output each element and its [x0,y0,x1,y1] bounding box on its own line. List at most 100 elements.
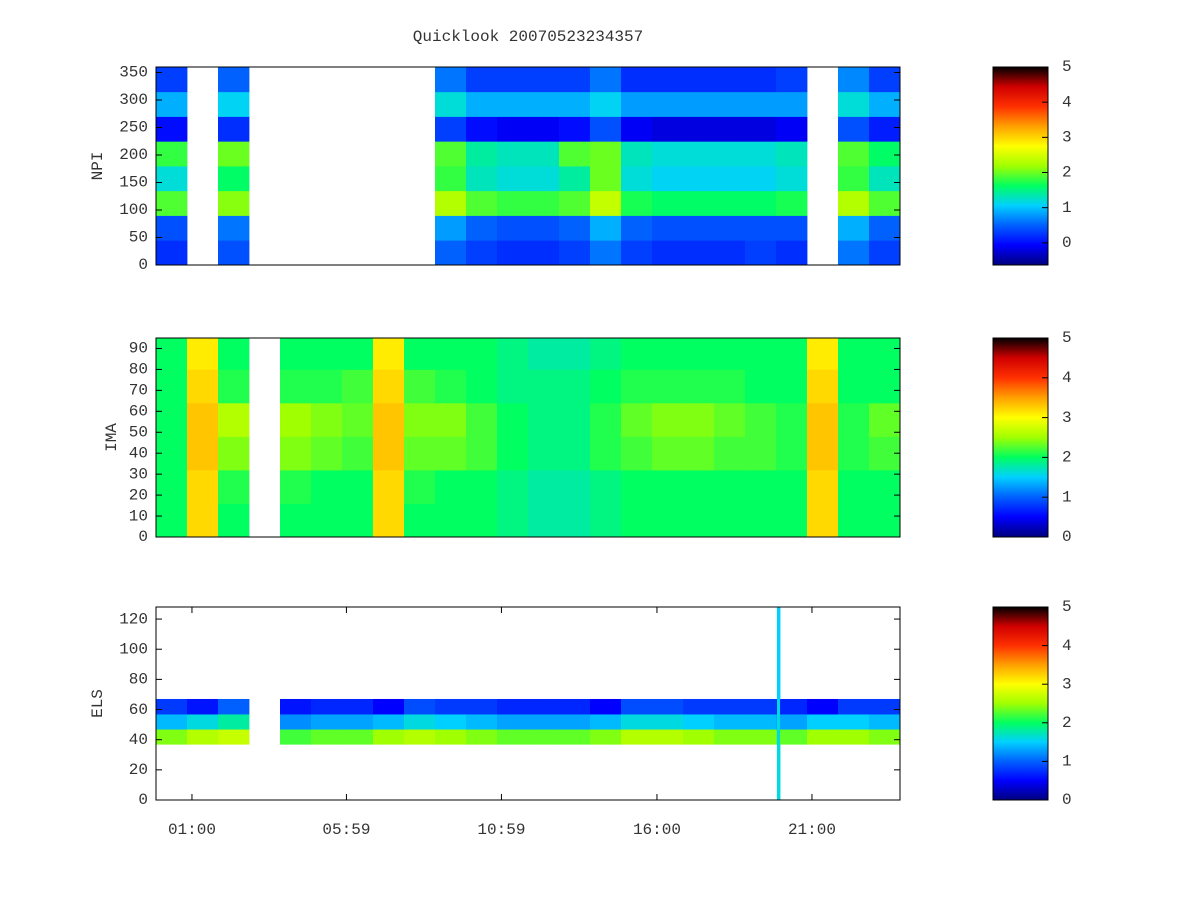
heat-cell [404,729,436,745]
heat-cell [311,338,343,370]
heat-cell [280,369,312,404]
heat-cell [404,503,436,538]
heat-cell [745,503,777,538]
heat-cell [807,402,839,437]
heat-cell [187,402,219,437]
colorbar-tick-label: 0 [1062,791,1072,809]
heat-cell [311,369,343,404]
heat-cell [466,215,498,241]
heat-cell [621,141,653,167]
heat-cell [683,141,715,167]
heat-cell [497,729,529,745]
y-tick-label: 50 [129,423,148,441]
y-tick-label: 70 [129,382,148,400]
heat-cell [156,714,188,730]
heat-cell [280,729,312,745]
heat-cell [559,166,591,192]
heat-cell [621,338,653,370]
heat-cell [745,402,777,437]
heat-cell [621,503,653,538]
heat-cell [559,338,591,370]
heat-cell [714,714,746,730]
heat-cell [683,698,715,715]
heat-cell [404,698,436,715]
heat-cell [311,503,343,538]
heat-cell [311,436,343,471]
heat-cell [528,714,560,730]
heat-cell [373,402,405,437]
heat-cell [869,240,901,266]
heat-cell [652,215,684,241]
heat-cell [404,338,436,370]
heat-cell [528,503,560,538]
heat-cell [156,215,188,241]
heat-cell [466,141,498,167]
heat-cell [466,91,498,117]
heat-cell [869,369,901,404]
heat-cell [652,91,684,117]
heat-cell [528,469,560,504]
heat-cell [652,67,684,93]
heat-cell [838,436,870,471]
heat-cell [497,141,529,167]
colorbar-tick-label: 2 [1062,714,1072,732]
heat-cell [621,116,653,142]
heat-cell [497,503,529,538]
heat-cell [559,714,591,730]
heat-cell [435,141,467,167]
heat-cell [342,369,374,404]
heat-cell [776,190,808,216]
heat-cell [776,116,808,142]
colorbar-tick-label: 4 [1062,93,1072,111]
heat-cell [497,338,529,370]
heat-cell [528,190,560,216]
heat-cell [187,338,219,370]
heat-cell [652,240,684,266]
heat-cell [435,91,467,117]
heat-cell [528,338,560,370]
heat-cell [621,469,653,504]
colorbar-tick-label: 1 [1062,488,1072,506]
heat-cell [497,67,529,93]
heat-cell [590,215,622,241]
heat-cell [780,729,808,745]
heat-cell [714,729,746,745]
heat-cell [714,215,746,241]
heat-cell [869,402,901,437]
heat-cell [559,215,591,241]
heat-cell [435,166,467,192]
heat-cell [683,402,715,437]
heat-cell [435,338,467,370]
heat-cell [683,469,715,504]
heat-cell [683,369,715,404]
heat-cell [745,240,777,266]
heat-cell [714,338,746,370]
heat-cell [869,116,901,142]
heat-cell [404,436,436,471]
heat-cell [218,141,250,167]
x-tick-label: 21:00 [788,821,836,839]
heat-cell [838,215,870,241]
heat-cell [776,436,808,471]
y-tick-label: 300 [119,91,148,109]
heat-cell [807,369,839,404]
heat-cell [280,402,312,437]
y-tick-label: 40 [129,731,148,749]
y-axis-label: ELS [89,689,107,718]
heat-cell [714,436,746,471]
heat-cell [466,240,498,266]
y-tick-label: 200 [119,146,148,164]
heat-cell [683,338,715,370]
colorbar [992,337,1049,538]
heat-cell [218,240,250,266]
heat-cell [869,91,901,117]
heat-cell [435,469,467,504]
heat-cell [156,240,188,266]
x-tick-label: 05:59 [322,821,370,839]
heat-cell [838,166,870,192]
heat-cell [745,469,777,504]
heat-cell [683,67,715,93]
heat-cell [280,436,312,471]
heat-cell [280,338,312,370]
colorbar-tick-label: 3 [1062,675,1072,693]
